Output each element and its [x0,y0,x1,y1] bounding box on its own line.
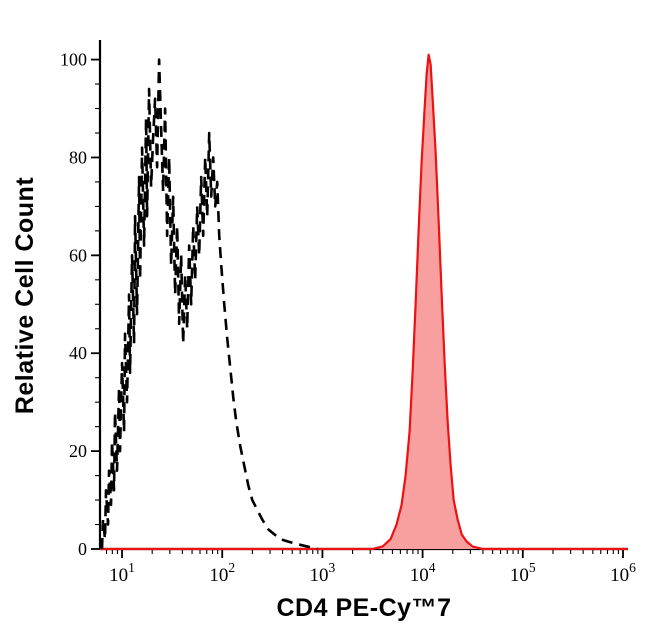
stained-histogram-outline [100,53,628,551]
x-tick-label: 101 [109,560,135,586]
y-tick-label: 60 [69,245,87,265]
x-axis-title: CD4 PE-Cy™7 [276,594,452,622]
y-tick-label: 100 [60,50,87,70]
control-histogram-dashed-outline [100,58,318,551]
x-tick-label: 105 [510,560,536,586]
x-tick-label: 102 [209,560,235,586]
y-tick-label: 40 [69,343,87,363]
series-group [100,53,628,551]
x-tick-label: 103 [310,560,336,586]
x-tick-label: 104 [410,560,436,586]
y-tick-label: 20 [69,441,87,461]
x-tick-label: 106 [610,560,636,586]
y-tick-label: 80 [69,147,87,167]
y-tick-label: 0 [78,539,87,559]
